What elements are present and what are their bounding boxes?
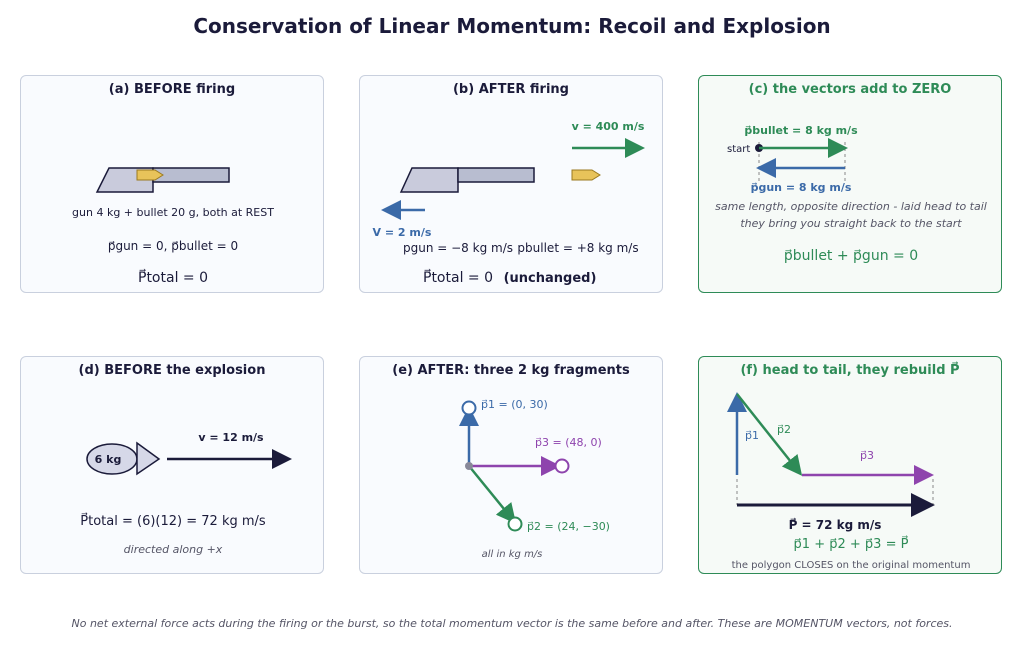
f-p2-arrow — [736, 393, 803, 476]
f-p3-label: p⃗3 — [860, 449, 874, 462]
p1-label: p⃗1 = (0, 30) — [481, 398, 548, 411]
panel-f-art: p⃗1 p⃗2 p⃗3 P⃗ = 72 kg m/s p⃗1 + p⃗2 + p… — [727, 392, 971, 571]
body-nose — [136, 441, 161, 476]
panel-e-title: (e) AFTER: three 2 kg fragments — [392, 363, 630, 378]
panel-head-to-tail: (f) head to tail, they rebuild P⃗ p⃗1 p⃗… — [698, 356, 1002, 574]
panel-c-title: (c) the vectors add to ZERO — [748, 82, 952, 97]
p2-label: p⃗2 = (24, −30) — [527, 520, 610, 533]
fired-bullet — [571, 169, 601, 181]
bullet-velocity-label: v = 400 m/s — [572, 120, 645, 133]
gun-barrel — [152, 167, 230, 183]
p-bullet-label: pbullet = +8 kg m/s — [517, 241, 638, 255]
e-note: all in kg m/s — [482, 549, 543, 560]
c-p-gun-label: p⃗gun = 8 kg m/s — [751, 181, 852, 194]
f-total-label: P⃗ = 72 kg m/s — [789, 518, 882, 532]
panel-c-art: p⃗bullet = 8 kg m/s start p⃗gun = 8 kg m… — [715, 124, 987, 264]
panel-after-firing: (b) AFTER firing v = 400 m/s V = 2 m/s p… — [359, 75, 663, 293]
bullet-in-gun — [136, 169, 164, 181]
panel-f-title: (f) head to tail, they rebuild P⃗ — [740, 363, 960, 378]
gun-velocity-label: V = 2 m/s — [373, 226, 432, 239]
panel-b-unchanged: (unchanged) — [504, 271, 597, 286]
panel-before-explosion: (d) BEFORE the explosion 6 kg v = 12 m/s… — [20, 356, 324, 574]
panel-before-firing: (a) BEFORE firing gun 4 kg + bullet 20 g… — [20, 75, 324, 293]
panel-a-title: (a) BEFORE firing — [108, 82, 236, 97]
panel-a-total: P⃗total = 0 — [138, 268, 208, 286]
panel-b-title: (b) AFTER firing — [452, 82, 569, 97]
panel-a-art: gun 4 kg + bullet 20 g, both at REST p⃗g… — [72, 167, 274, 286]
footer-note: No net external force acts during the fi… — [71, 617, 953, 630]
fragment-2-arrow — [468, 465, 517, 524]
c-equation: p⃗bullet + p⃗gun = 0 — [784, 248, 918, 264]
panel-b-art: v = 400 m/s V = 2 m/s pgun = −8 kg m/s p… — [373, 120, 645, 286]
d-note: directed along +x — [124, 543, 223, 556]
f-p1-label: p⃗1 — [745, 429, 759, 442]
fragment-2 — [507, 516, 523, 532]
recoiling-gun-handle — [399, 167, 459, 193]
d-velocity-label: v = 12 m/s — [198, 431, 264, 444]
panel-d-art: 6 kg v = 12 m/s P⃗total = (6)(12) = 72 k… — [80, 431, 292, 556]
panel-e-art: p⃗1 = (0, 30) p⃗3 = (48, 0) p⃗2 = (24, −… — [459, 398, 610, 560]
c-note-2: they bring you straight back to the star… — [740, 217, 962, 230]
recoiling-gun-barrel — [457, 167, 535, 183]
c-note-1: same length, opposite direction - laid h… — [715, 200, 987, 213]
f-sum: p⃗1 + p⃗2 + p⃗3 = P⃗ — [794, 536, 909, 552]
panel-after-explosion: (e) AFTER: three 2 kg fragments p⃗1 = (0… — [359, 356, 663, 574]
panel-vectors-add-to-zero: (c) the vectors add to ZERO p⃗bullet = 8… — [698, 75, 1002, 293]
p-gun-label: pgun = −8 kg m/s — [403, 241, 513, 255]
mass-label: 6 kg — [95, 453, 122, 466]
panel-a-caption: gun 4 kg + bullet 20 g, both at REST — [72, 206, 274, 219]
panel-b-total: P⃗total = 0 — [423, 268, 493, 286]
p3-label: p⃗3 = (48, 0) — [535, 436, 602, 449]
c-start-label: start — [727, 144, 750, 155]
d-total: P⃗total = (6)(12) = 72 kg m/s — [80, 513, 266, 529]
c-p-bullet-label: p⃗bullet = 8 kg m/s — [744, 124, 858, 137]
panel-d-title: (d) BEFORE the explosion — [78, 363, 266, 378]
f-p2-label: p⃗2 — [777, 423, 791, 436]
fragment-1 — [461, 400, 477, 416]
panel-a-momenta: p⃗gun = 0, p⃗bullet = 0 — [108, 239, 238, 253]
fragment-3 — [554, 458, 570, 474]
page-title: Conservation of Linear Momentum: Recoil … — [193, 14, 831, 38]
f-note: the polygon CLOSES on the original momen… — [732, 560, 971, 571]
explosion-origin — [465, 462, 473, 470]
